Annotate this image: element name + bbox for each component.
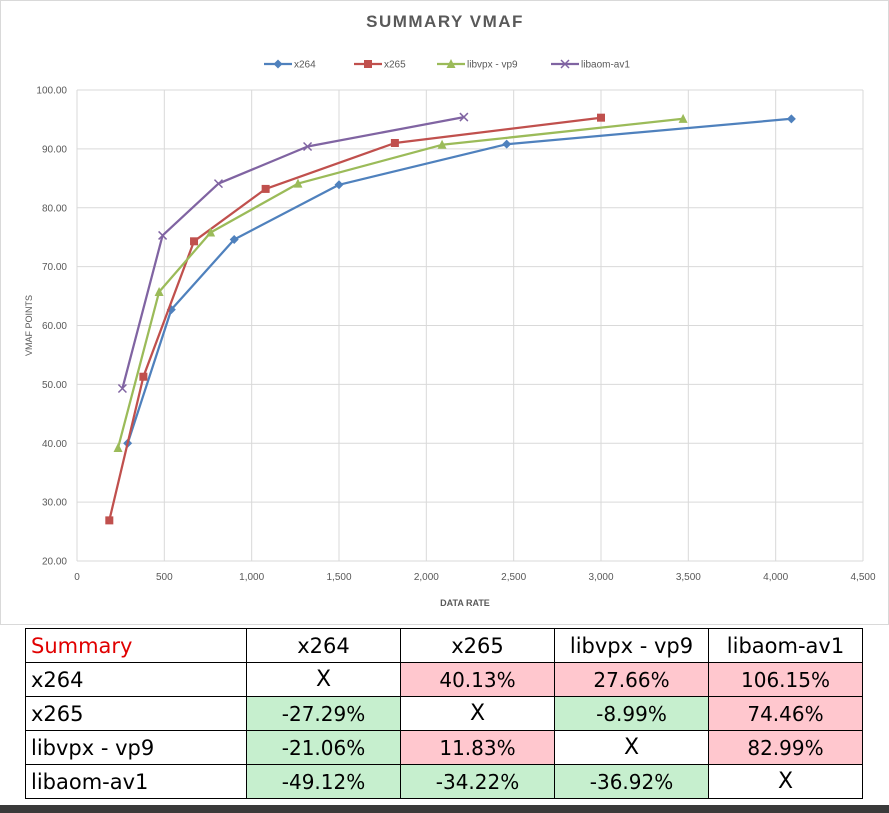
table-cell: X bbox=[708, 764, 863, 799]
data-point bbox=[273, 59, 283, 69]
chart-title: SUMMARY VMAF bbox=[366, 12, 524, 31]
vmaf-line-chart: SUMMARY VMAF 20.00 30.00 40.00 50.00 60.00 70.… bbox=[24, 12, 876, 608]
y-tick-label: 70.00 bbox=[42, 262, 67, 273]
table-cell: 106.15% bbox=[708, 662, 863, 697]
chart-area: SUMMARY VMAF 20.00 30.00 40.00 50.00 60.00 70.… bbox=[0, 0, 889, 625]
table-cell: X bbox=[554, 730, 709, 765]
series-libvpx-vp9 bbox=[113, 113, 688, 452]
table-header-row: Summary x264 x265 libvpx - vp9 libaom-av… bbox=[25, 628, 863, 663]
x-axis-label: DATA RATE bbox=[440, 598, 490, 608]
data-point bbox=[117, 383, 127, 394]
y-tick-label: 80.00 bbox=[42, 203, 67, 214]
table-cell: -8.99% bbox=[554, 696, 709, 731]
bottom-bar bbox=[0, 805, 889, 813]
column-header: libvpx - vp9 bbox=[554, 628, 709, 663]
table-cell: 11.83% bbox=[400, 730, 555, 765]
data-point bbox=[190, 237, 199, 246]
x-tick-label: 500 bbox=[156, 572, 173, 583]
x-tick-label: 2,500 bbox=[501, 572, 526, 583]
x-tick-label: 4,000 bbox=[763, 572, 788, 583]
y-tick-label: 50.00 bbox=[42, 380, 67, 391]
data-point bbox=[293, 178, 303, 188]
series-line bbox=[108, 116, 602, 521]
data-point bbox=[560, 59, 570, 69]
table-cell: X bbox=[246, 662, 401, 697]
data-point bbox=[364, 60, 372, 68]
table-cell: -34.22% bbox=[400, 764, 555, 799]
data-point bbox=[390, 138, 399, 147]
series-line bbox=[116, 117, 684, 449]
data-point bbox=[213, 179, 224, 189]
legend-label: libaom-av1 bbox=[581, 60, 630, 71]
x-tick-label: 3,000 bbox=[588, 572, 613, 583]
legend-item: libaom-av1 bbox=[551, 59, 630, 71]
y-tick-label: 90.00 bbox=[42, 144, 67, 155]
table-cell: -27.29% bbox=[246, 696, 401, 731]
table-cell: 82.99% bbox=[708, 730, 863, 765]
data-point bbox=[303, 141, 313, 152]
legend-item: x264 bbox=[264, 59, 316, 71]
legend-label: x265 bbox=[384, 60, 406, 71]
data-point bbox=[459, 112, 469, 122]
table-cell: -36.92% bbox=[554, 764, 709, 799]
row-header: x265 bbox=[25, 696, 247, 731]
data-point bbox=[105, 516, 114, 525]
x-tick-label: 1,000 bbox=[239, 572, 264, 583]
table-cell: X bbox=[400, 696, 555, 731]
summary-table: Summary x264 x265 libvpx - vp9 libaom-av… bbox=[25, 628, 863, 799]
row-header: libaom-av1 bbox=[25, 764, 247, 799]
column-header: libaom-av1 bbox=[708, 628, 863, 663]
x-tick-label: 4,500 bbox=[850, 572, 875, 583]
table-row: libaom-av1 -49.12% -34.22% -36.92% X bbox=[25, 764, 863, 799]
table-row: libvpx - vp9 -21.06% 11.83% X 82.99% bbox=[25, 730, 863, 765]
series-line bbox=[126, 117, 792, 444]
y-axis-label: VMAF POINTS bbox=[24, 295, 34, 356]
table-corner-label: Summary bbox=[25, 628, 247, 663]
data-point bbox=[113, 442, 123, 452]
y-tick-label: 40.00 bbox=[42, 439, 67, 450]
column-header: x265 bbox=[400, 628, 555, 663]
row-header: libvpx - vp9 bbox=[25, 730, 247, 765]
y-tick-label: 100.00 bbox=[36, 86, 67, 97]
series-line bbox=[121, 115, 465, 389]
x-tick-label: 1,500 bbox=[326, 572, 351, 583]
data-point bbox=[261, 184, 270, 193]
column-header: x264 bbox=[246, 628, 401, 663]
data-point bbox=[154, 286, 164, 296]
series-libaom-av1 bbox=[117, 112, 469, 394]
table-cell: 27.66% bbox=[554, 662, 709, 697]
y-tick-label: 30.00 bbox=[42, 498, 67, 509]
data-point bbox=[206, 227, 216, 237]
x-tick-label: 3,500 bbox=[676, 572, 701, 583]
y-tick-label: 60.00 bbox=[42, 321, 67, 332]
legend-item: libvpx - vp9 bbox=[437, 59, 518, 71]
x-tick-label: 0 bbox=[74, 572, 80, 583]
table-cell: -21.06% bbox=[246, 730, 401, 765]
y-tick-label: 20.00 bbox=[42, 557, 67, 568]
data-point bbox=[786, 114, 796, 124]
x-tick-label: 2,000 bbox=[414, 572, 439, 583]
data-point bbox=[158, 230, 168, 240]
table-row: x265 -27.29% X -8.99% 74.46% bbox=[25, 696, 863, 731]
legend-label: libvpx - vp9 bbox=[467, 60, 518, 71]
series-x264 bbox=[123, 114, 796, 448]
legend: x264 x265 libvpx - vp9 libaom-av1 bbox=[264, 59, 630, 71]
data-point bbox=[437, 139, 447, 149]
data-point bbox=[446, 59, 456, 68]
row-header: x264 bbox=[25, 662, 247, 697]
data-point bbox=[139, 372, 148, 381]
table-cell: 74.46% bbox=[708, 696, 863, 731]
series-x265 bbox=[105, 113, 605, 525]
table-cell: -49.12% bbox=[246, 764, 401, 799]
legend-label: x264 bbox=[294, 60, 316, 71]
data-point bbox=[678, 113, 688, 123]
table-cell: 40.13% bbox=[400, 662, 555, 697]
data-point bbox=[334, 180, 344, 190]
table-row: x264 X 40.13% 27.66% 106.15% bbox=[25, 662, 863, 697]
data-point bbox=[229, 235, 239, 245]
data-point bbox=[502, 139, 512, 149]
legend-item: x265 bbox=[354, 60, 406, 71]
data-point bbox=[597, 113, 605, 122]
